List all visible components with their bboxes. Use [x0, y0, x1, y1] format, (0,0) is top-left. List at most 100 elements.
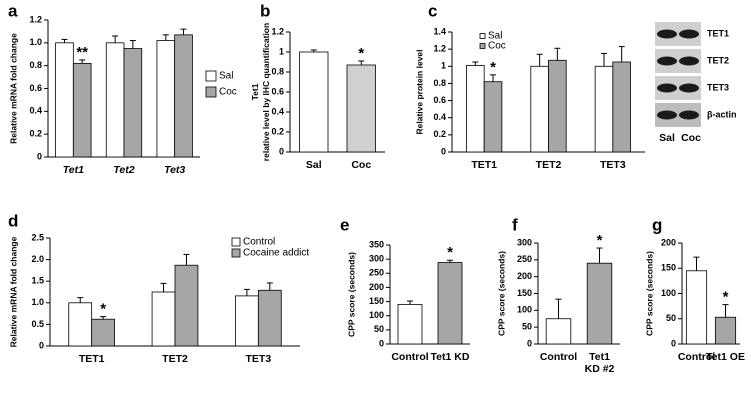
- y-tick-label: 2.5: [31, 232, 44, 242]
- blot-row-label: TET3: [707, 82, 729, 92]
- y-tick-label: 250: [517, 254, 532, 264]
- blot-band: [657, 56, 677, 66]
- bar: [612, 61, 631, 153]
- y-tick-label: 150: [517, 288, 532, 298]
- blot-band: [657, 110, 677, 120]
- panel-letter: d: [8, 211, 18, 230]
- y-tick-label: 200: [369, 282, 384, 292]
- y-tick-label: 0: [441, 146, 446, 156]
- y-tick-label: 0: [379, 338, 384, 348]
- y-tick-label: 0.2: [271, 126, 284, 136]
- bar: [151, 291, 176, 347]
- bar: [91, 318, 115, 347]
- panel-letter: g: [652, 215, 662, 234]
- y-tick-label: 350: [369, 239, 384, 249]
- y-tick-label: 250: [369, 268, 384, 278]
- y-tick-label: 300: [369, 254, 384, 264]
- blot-band: [657, 29, 677, 39]
- y-tick-label: 0.4: [271, 106, 284, 116]
- panel-letter: e: [340, 215, 349, 234]
- y-tick-label: 200: [661, 237, 676, 247]
- y-tick-label: 0: [671, 338, 676, 348]
- y-tick-label: 0.6: [29, 83, 42, 93]
- y-axis-label: CPP score (seconds): [496, 251, 506, 336]
- blot-row-label: TET2: [707, 55, 729, 65]
- x-tick-label: Coc: [351, 159, 371, 171]
- x-tick-label: Control: [391, 351, 428, 363]
- x-tick-label: Control: [678, 351, 715, 363]
- bar: [530, 65, 549, 153]
- y-tick-label: 200: [517, 271, 532, 281]
- significance-marker: *: [100, 301, 106, 318]
- blot-band: [679, 56, 699, 66]
- y-tick-label: 0: [527, 338, 532, 348]
- bar: [346, 64, 376, 153]
- bar: [156, 40, 176, 158]
- y-tick-label: 150: [369, 296, 384, 306]
- bar: [437, 262, 463, 345]
- y-tick-label: 0: [279, 146, 284, 156]
- bar: [72, 62, 92, 158]
- x-tick-label: Tet3: [164, 164, 185, 176]
- blot-band: [679, 83, 699, 93]
- bar: [714, 316, 737, 345]
- y-tick-label: 1: [279, 46, 284, 56]
- bar: [299, 51, 329, 153]
- y-tick-label: 0: [37, 151, 42, 161]
- x-tick-label: Tet2: [113, 164, 134, 176]
- legend-label: Control: [243, 237, 275, 248]
- y-tick-label: 0.6: [433, 95, 446, 105]
- x-tick-label: Tet1 KD #2: [585, 351, 615, 375]
- y-tick-label: 1.0: [31, 297, 44, 307]
- legend-swatch: [479, 33, 486, 39]
- y-tick-label: 1: [441, 61, 446, 71]
- bar: [68, 302, 93, 347]
- y-tick-label: 0.8: [433, 78, 446, 88]
- legend-label: Coc: [488, 41, 506, 52]
- x-tick-label: TET2: [162, 353, 188, 365]
- y-tick-label: 0.8: [29, 60, 42, 70]
- x-tick-label: TET1: [79, 353, 105, 365]
- y-tick-label: 150: [661, 263, 676, 273]
- bar: [545, 318, 572, 345]
- x-tick-label: TET3: [600, 159, 626, 171]
- blot-lane-label: Coc: [681, 132, 701, 144]
- legend-label: Coc: [219, 87, 237, 98]
- bar: [685, 270, 708, 345]
- x-tick-label: Tet1 OE: [706, 351, 745, 363]
- significance-marker: *: [447, 244, 453, 261]
- bar: [105, 42, 125, 158]
- y-tick-label: 100: [369, 310, 384, 320]
- legend-label: Sal: [219, 71, 233, 82]
- bar: [174, 34, 193, 158]
- y-tick-label: 0.4: [433, 112, 446, 122]
- panel-letter: a: [8, 1, 18, 20]
- legend-swatch: [479, 43, 486, 49]
- bar: [483, 81, 503, 153]
- y-tick-label: 2.0: [31, 254, 44, 264]
- bar: [466, 65, 485, 153]
- blot-row-label: TET1: [707, 28, 729, 38]
- significance-marker: *: [723, 289, 729, 306]
- bar: [123, 48, 143, 158]
- bar: [174, 264, 199, 347]
- x-tick-label: TET3: [245, 353, 271, 365]
- x-tick-label: Sal: [306, 159, 322, 171]
- y-tick-label: 50: [666, 313, 676, 323]
- y-tick-label: 1.5: [31, 276, 44, 286]
- y-tick-label: 0.5: [31, 319, 44, 329]
- y-axis-label: Relative protein level: [414, 49, 424, 134]
- bar: [586, 262, 613, 345]
- y-tick-label: 0: [39, 340, 44, 350]
- bar: [235, 295, 259, 347]
- y-tick-label: 1.2: [29, 14, 42, 24]
- panel-letter: b: [260, 1, 270, 20]
- legend-swatch: [231, 248, 241, 258]
- blot-row-label: β-actin: [707, 109, 737, 119]
- bar: [257, 289, 282, 347]
- panel-letter: c: [428, 1, 437, 20]
- y-tick-label: 0.2: [29, 129, 42, 139]
- y-axis-label: Tet1relative level by IHC quantification: [250, 23, 271, 161]
- y-axis-label: CPP score (seconds): [644, 251, 654, 336]
